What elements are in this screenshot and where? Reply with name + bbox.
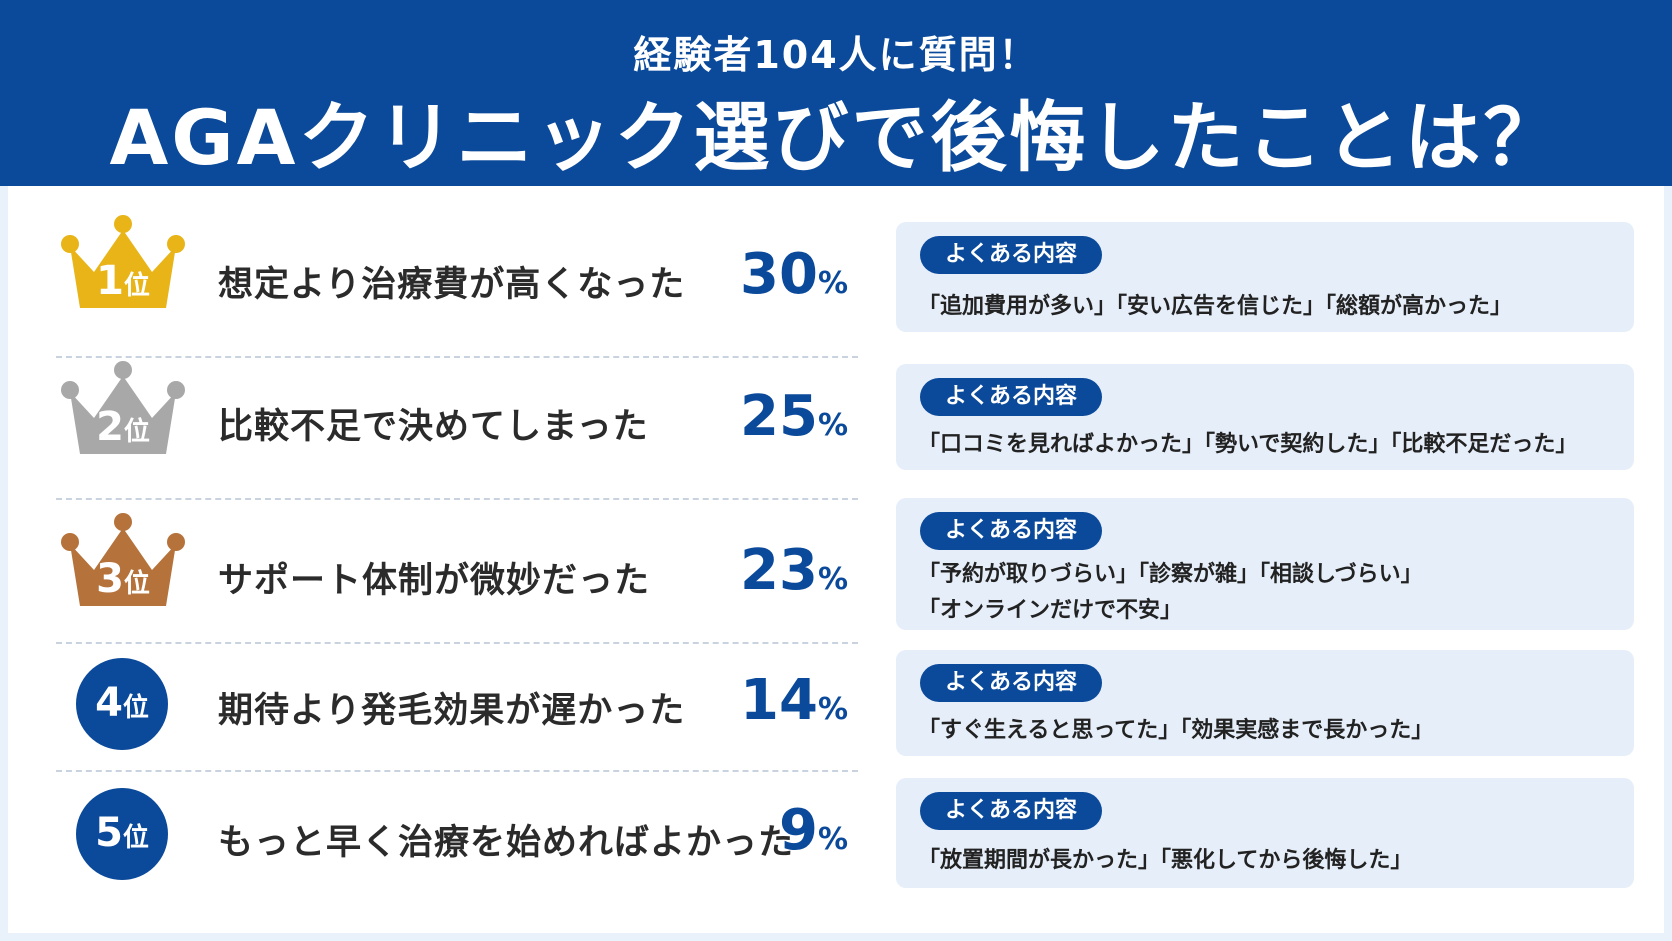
row-divider: [56, 498, 858, 500]
row-divider: [56, 770, 858, 772]
rank-number: 2: [96, 404, 124, 450]
ranking-row-2: 2位 比較不足で決めてしまった 25% よくある内容 「口コミを見ればよかった」…: [8, 336, 1664, 470]
rank-badge-circle: 4位: [76, 658, 168, 750]
percentage: 30%: [740, 242, 848, 307]
percent-value: 25: [740, 384, 818, 449]
comment-line: 「口コミを見ればよかった」「勢いで契約した」「比較不足だった」: [918, 432, 1578, 457]
percent-unit: %: [817, 266, 848, 301]
header-subtitle: 経験者104人に質問！: [633, 33, 1039, 77]
percent-unit: %: [817, 562, 848, 597]
percentage: 14%: [740, 668, 848, 733]
percent-unit: %: [817, 408, 848, 443]
comment-line: 「すぐ生えると思ってた」「効果実感まで長かった」: [918, 718, 1434, 743]
rank-unit: 位: [123, 271, 150, 301]
gold-crown-icon: 1位: [56, 208, 190, 318]
comment-line: 「予約が取りづらい」「診察が雑」「相談しづらい」: [918, 562, 1423, 587]
percent-unit: %: [817, 692, 848, 727]
header-title: AGAクリニック選びで後悔したことは？: [109, 93, 1563, 182]
percent-value: 14: [740, 668, 818, 733]
row-divider: [56, 642, 858, 644]
comment-line: 「放置期間が長かった」「悪化してから後悔した」: [918, 848, 1413, 873]
common-comments-card: よくある内容 「放置期間が長かった」「悪化してから後悔した」: [896, 778, 1634, 888]
common-comments-pill: よくある内容: [920, 236, 1102, 274]
common-comments-pill: よくある内容: [920, 792, 1102, 830]
reason-text: 期待より発毛効果が遅かった: [218, 691, 686, 731]
reason-text: サポート体制が微妙だった: [218, 561, 651, 601]
percentage: 9%: [779, 798, 848, 863]
rank-unit: 位: [123, 417, 150, 447]
comment-line: 「追加費用が多い」「安い広告を信じた」「総額が高かった」: [918, 294, 1513, 319]
percent-value: 9: [778, 798, 818, 863]
common-comments-card: よくある内容 「予約が取りづらい」「診察が雑」「相談しづらい」 「オンラインだけ…: [896, 498, 1634, 630]
comment-line: 「オンラインだけで不安」: [918, 598, 1183, 623]
bronze-crown-icon: 3位: [56, 506, 190, 616]
reason-text: 想定より治療費が高くなった: [218, 265, 686, 305]
percent-value: 23: [740, 538, 818, 603]
common-comments-pill: よくある内容: [920, 512, 1102, 550]
common-comments-card: よくある内容 「追加費用が多い」「安い広告を信じた」「総額が高かった」: [896, 222, 1634, 332]
ranking-row-1: 1位 想定より治療費が高くなった 30% よくある内容 「追加費用が多い」「安い…: [8, 186, 1664, 332]
common-comments-card: よくある内容 「口コミを見ればよかった」「勢いで契約した」「比較不足だった」: [896, 364, 1634, 470]
rank-number: 5: [95, 810, 123, 856]
rank-number: 4: [95, 680, 123, 726]
ranking-panel: 1位 想定より治療費が高くなった 30% よくある内容 「追加費用が多い」「安い…: [8, 186, 1664, 933]
row-divider: [56, 356, 858, 358]
common-comments-pill: よくある内容: [920, 664, 1102, 702]
common-comments-pill: よくある内容: [920, 378, 1102, 416]
rank-unit: 位: [123, 569, 150, 599]
header-banner: 経験者104人に質問！ AGAクリニック選びで後悔したことは？: [0, 0, 1672, 186]
percent-unit: %: [817, 822, 848, 857]
rank-number: 1: [96, 258, 124, 304]
percentage: 23%: [740, 538, 848, 603]
reason-text: もっと早く治療を始めればよかった: [218, 823, 795, 863]
rank-badge-circle: 5位: [76, 788, 168, 880]
rank-unit: 位: [122, 693, 149, 723]
percentage: 25%: [740, 384, 848, 449]
rank-number: 3: [96, 556, 124, 602]
ranking-row-5: 5位 もっと早く治療を始めればよかった 9% よくある内容 「放置期間が長かった…: [8, 776, 1664, 906]
common-comments-card: よくある内容 「すぐ生えると思ってた」「効果実感まで長かった」: [896, 650, 1634, 756]
ranking-row-4: 4位 期待より発毛効果が遅かった 14% よくある内容 「すぐ生えると思ってた」…: [8, 646, 1664, 770]
percent-value: 30: [740, 242, 818, 307]
silver-crown-icon: 2位: [56, 354, 190, 464]
ranking-row-3: 3位 サポート体制が微妙だった 23% よくある内容 「予約が取りづらい」「診察…: [8, 492, 1664, 632]
reason-text: 比較不足で決めてしまった: [218, 407, 649, 447]
rank-unit: 位: [122, 823, 149, 853]
